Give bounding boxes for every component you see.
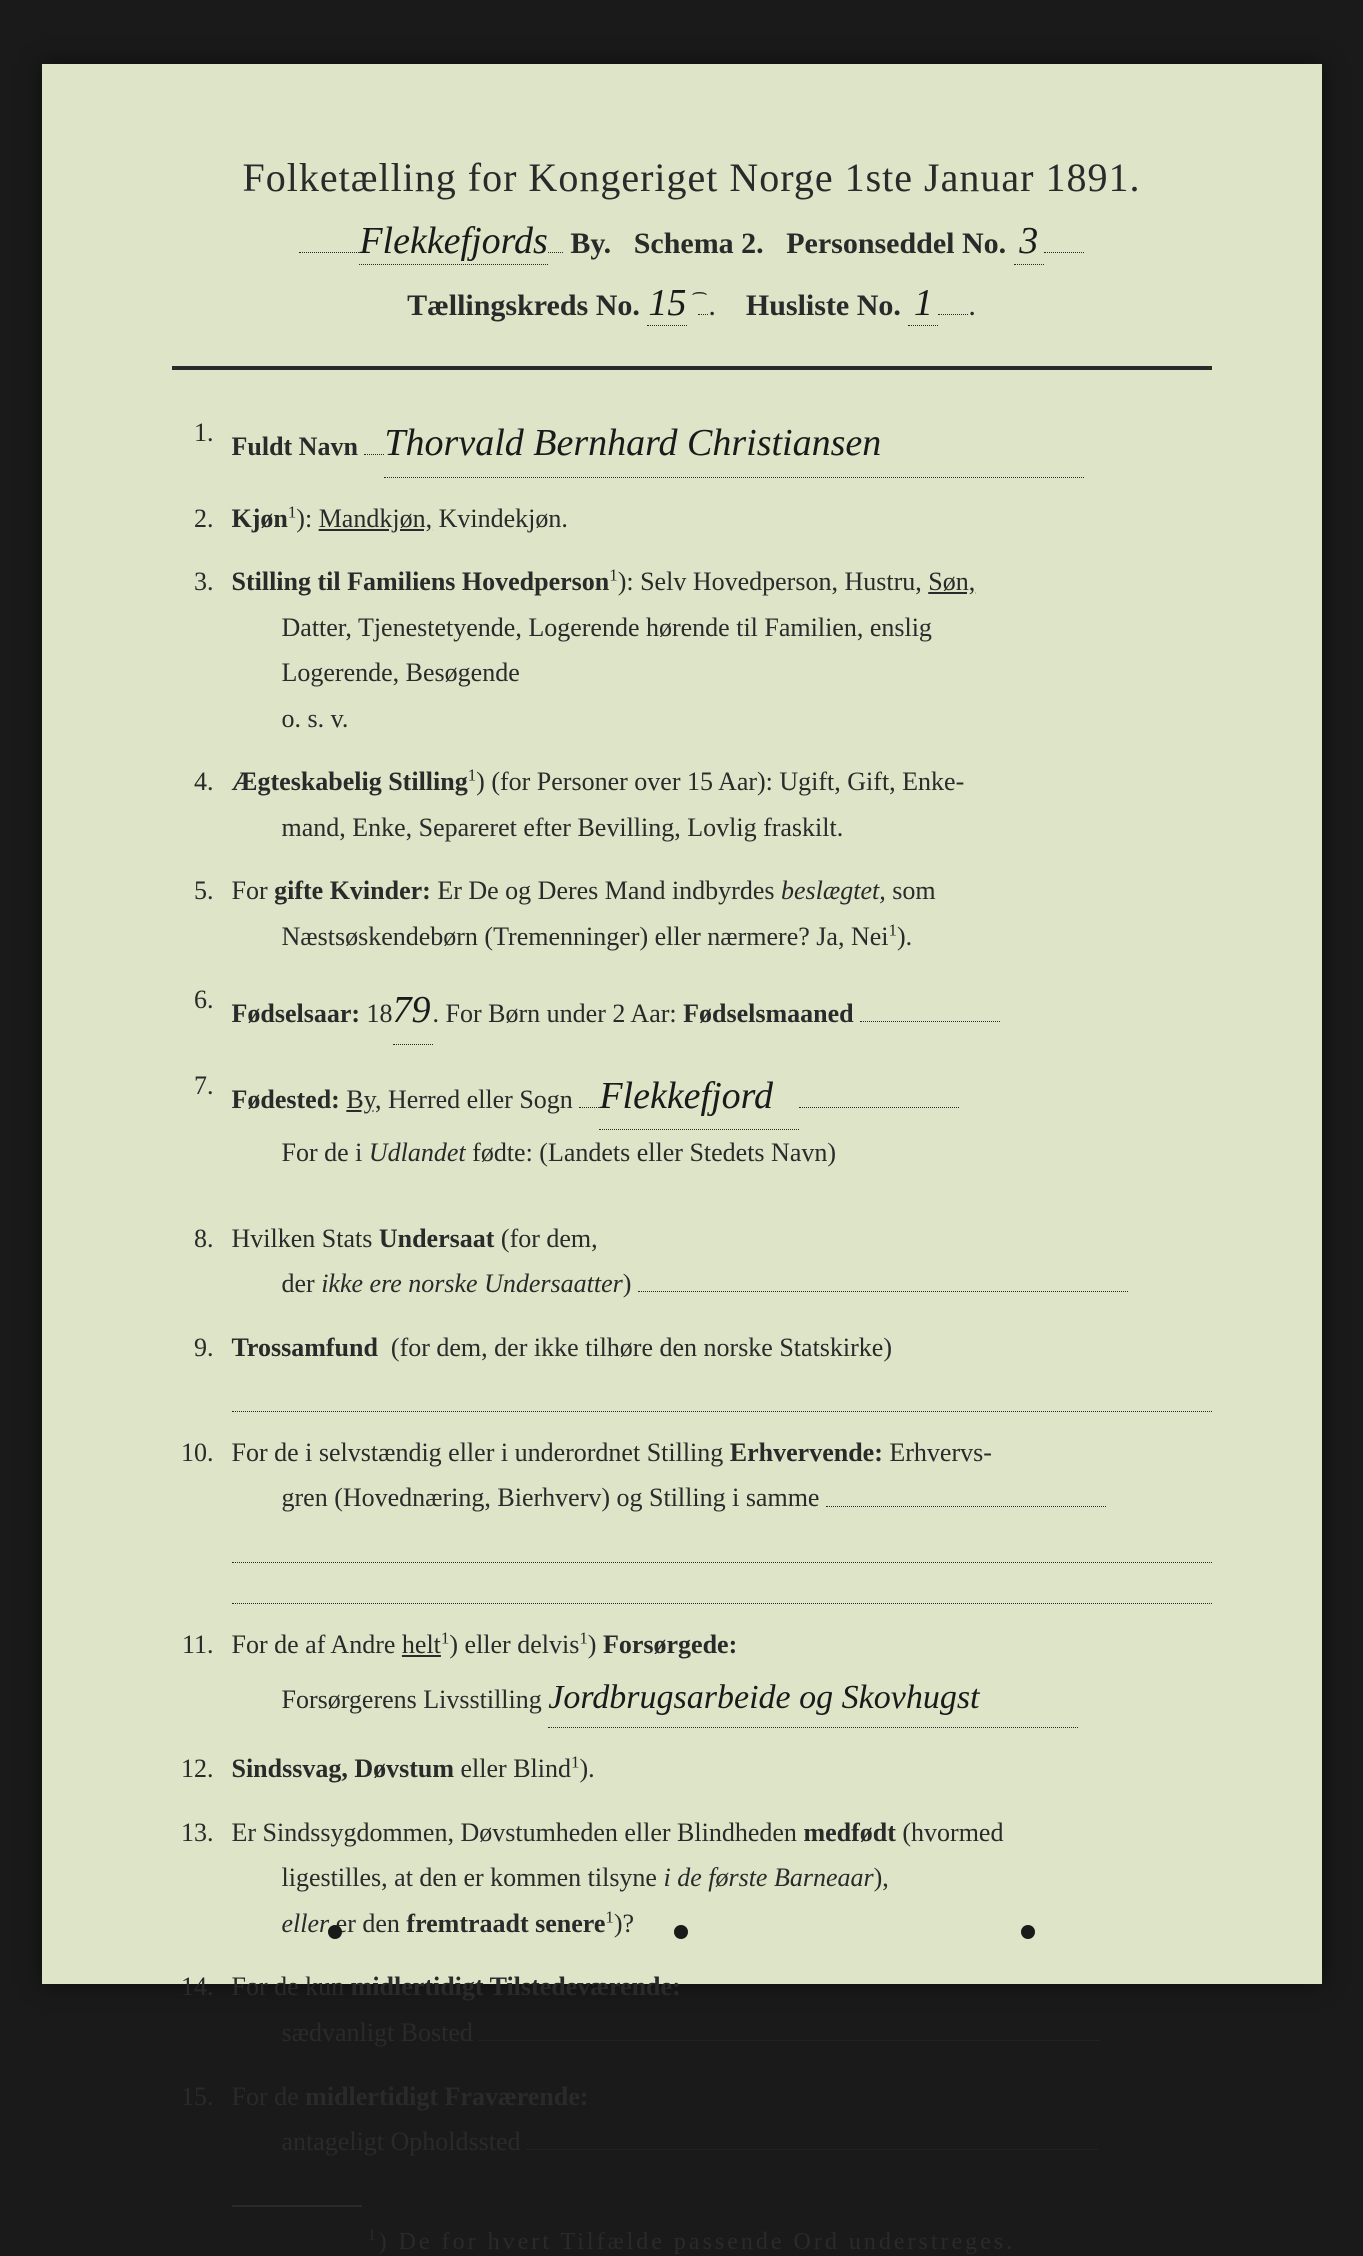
label-10: Erhvervende: bbox=[730, 1438, 883, 1467]
provider-occupation: Jordbrugsarbeide og Skovhugst bbox=[548, 1668, 1078, 1729]
hole-icon bbox=[328, 1925, 342, 1939]
option-mandkjon: Mandkjøn, bbox=[319, 504, 432, 533]
birth-year: 79 bbox=[393, 977, 433, 1045]
item-num-11: 11. bbox=[172, 1622, 232, 1668]
item-num-8: 8. bbox=[172, 1216, 232, 1262]
hole-icon bbox=[1021, 1925, 1035, 1939]
form-body: 1. Fuldt Navn Thorvald Bernhard Christia… bbox=[172, 410, 1212, 2165]
item-num-12: 12. bbox=[172, 1746, 232, 1792]
item-num-1: 1. bbox=[172, 410, 232, 456]
hole-icon bbox=[674, 1925, 688, 1939]
label-7: Fødested: bbox=[232, 1085, 340, 1114]
city-name: Flekkefjords bbox=[359, 219, 548, 265]
item-5: 5. For gifte Kvinder: Er De og Deres Man… bbox=[172, 868, 1212, 959]
item-num-14: 14. bbox=[172, 1964, 232, 2010]
probable-location-field bbox=[527, 2119, 1097, 2150]
religion-field bbox=[232, 1370, 1212, 1412]
item-num-2: 2. bbox=[172, 496, 232, 542]
occupation-field-1 bbox=[232, 1521, 1212, 1563]
birthplace-value: Flekkefjord bbox=[599, 1063, 799, 1131]
label-6b: Fødselsmaaned bbox=[683, 999, 853, 1028]
city-dots-left bbox=[299, 217, 359, 253]
tallingskreds-label: Tællingskreds No. bbox=[407, 289, 640, 322]
item-num-9: 9. bbox=[172, 1325, 232, 1371]
item-8: 8. Hvilken Stats Undersaat (for dem, der… bbox=[172, 1216, 1212, 1307]
item-1: 1. Fuldt Navn Thorvald Bernhard Christia… bbox=[172, 410, 1212, 478]
option-by: By, bbox=[346, 1085, 381, 1114]
citizenship-field bbox=[638, 1261, 1128, 1292]
personseddel-label: Personseddel No. bbox=[786, 227, 1006, 260]
label-6: Fødselsaar: bbox=[232, 999, 361, 1028]
item-3: 3. Stilling til Familiens Hovedperson1):… bbox=[172, 559, 1212, 741]
personseddel-no: 3 bbox=[1014, 219, 1044, 265]
tilde-mark-1: ͡ bbox=[687, 287, 698, 312]
item-num-13: 13. bbox=[172, 1810, 232, 1856]
item-9: 9. Trossamfund (for dem, der ikke tilhør… bbox=[172, 1325, 1212, 1412]
usual-residence-field bbox=[479, 2010, 1099, 2041]
label-5: gifte Kvinder: bbox=[274, 876, 431, 905]
label-9: Trossamfund bbox=[232, 1333, 378, 1362]
item-num-6: 6. bbox=[172, 977, 232, 1023]
item-2: 2. Kjøn1): Mandkjøn, Kvindekjøn. bbox=[172, 496, 1212, 542]
item-11: 11. For de af Andre helt1) eller delvis1… bbox=[172, 1622, 1212, 1728]
footnote: 1) De for hvert Tilfælde passende Ord un… bbox=[172, 2227, 1212, 2256]
item-num-15: 15. bbox=[172, 2074, 232, 2120]
occupation-field-2 bbox=[232, 1563, 1212, 1605]
option-son: Søn, bbox=[928, 567, 975, 596]
personseddel-dots bbox=[1044, 217, 1084, 253]
footnote-rule bbox=[232, 2205, 362, 2207]
item-num-7: 7. bbox=[172, 1063, 232, 1109]
label-15: midlertidigt Fraværende: bbox=[305, 2082, 588, 2111]
birth-month-field bbox=[860, 991, 1000, 1022]
census-form-page: Folketælling for Kongeriget Norge 1ste J… bbox=[42, 64, 1322, 1984]
label-2: Kjøn bbox=[232, 504, 288, 533]
binding-holes bbox=[42, 1925, 1322, 1939]
label-8: Undersaat bbox=[379, 1224, 495, 1253]
item-12: 12. Sindssvag, Døvstum eller Blind1). bbox=[172, 1746, 1212, 1792]
item-num-4: 4. bbox=[172, 759, 232, 805]
item-10: 10. For de i selvstændig eller i underor… bbox=[172, 1430, 1212, 1604]
schema-label: Schema 2. bbox=[634, 227, 764, 260]
city-dots-right bbox=[548, 217, 563, 253]
value-1: Thorvald Bernhard Christiansen bbox=[384, 410, 1084, 478]
label-3: Stilling til Familiens Hovedperson bbox=[232, 567, 610, 596]
item-num-3: 3. bbox=[172, 559, 232, 605]
label-11: Forsørgede: bbox=[603, 1630, 737, 1659]
item-num-10: 10. bbox=[172, 1430, 232, 1476]
label-1: Fuldt Navn bbox=[232, 432, 358, 461]
item-14: 14. For de kun midlertidigt Tilstedevære… bbox=[172, 1964, 1212, 2055]
header-rule bbox=[172, 366, 1212, 370]
by-label: By. bbox=[570, 227, 611, 260]
label-12: Sindssvag, Døvstum bbox=[232, 1754, 455, 1783]
label-14: midlertidigt Tilstedeværende: bbox=[351, 1972, 681, 2001]
city-schema-line: Flekkefjords By. Schema 2. Personseddel … bbox=[172, 217, 1212, 265]
item-4: 4. Ægteskabelig Stilling1) (for Personer… bbox=[172, 759, 1212, 850]
husliste-label: Husliste No. bbox=[746, 289, 901, 322]
item-15: 15. For de midlertidigt Fraværende: anta… bbox=[172, 2074, 1212, 2165]
item-6: 6. Fødselsaar: 1879. For Børn under 2 Aa… bbox=[172, 977, 1212, 1045]
item-num-5: 5. bbox=[172, 868, 232, 914]
label-4: Ægteskabelig Stilling bbox=[232, 767, 468, 796]
main-title: Folketælling for Kongeriget Norge 1ste J… bbox=[172, 154, 1212, 201]
option-kvindekjon: Kvindekjøn. bbox=[439, 504, 568, 533]
item-7: 7. Fødested: By, Herred eller Sogn Flekk… bbox=[172, 1063, 1212, 1176]
tallingskreds-no: 15 bbox=[647, 281, 687, 327]
husliste-no: 1 bbox=[908, 281, 938, 327]
form-header: Folketælling for Kongeriget Norge 1ste J… bbox=[172, 154, 1212, 326]
kreds-husliste-line: Tællingskreds No. 15 ͡ . Husliste No. 1. bbox=[172, 279, 1212, 327]
